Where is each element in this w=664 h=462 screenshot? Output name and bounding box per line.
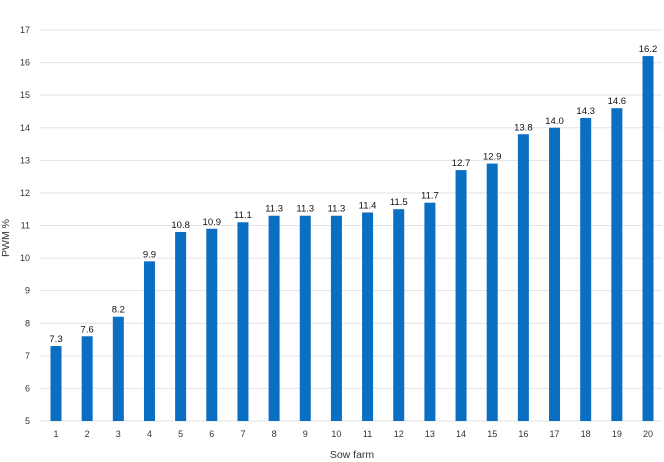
y-tick-label: 17: [20, 25, 30, 35]
y-tick-label: 15: [20, 90, 30, 100]
bar-16: [517, 134, 529, 421]
y-tick-label: 11: [21, 221, 30, 231]
y-axis-ticks: 5 6 7 8 9 10 11 12 13 14 15 16 17: [20, 25, 30, 426]
x-tick-label: 9: [303, 429, 308, 439]
data-label: 14.6: [608, 96, 627, 107]
y-tick-label: 14: [20, 123, 30, 133]
data-label: 10.9: [203, 217, 222, 228]
bar-5: [175, 232, 187, 421]
data-label: 12.9: [483, 152, 502, 163]
bar-13: [424, 202, 436, 421]
x-tick-label: 16: [518, 429, 528, 439]
bar-2: [81, 336, 93, 421]
x-axis-ticks: 1 2 3 4 5 6 7 8 9 10 11 12 13 14 15 16 17 18 19 20: [53, 429, 653, 439]
x-tick-label: 17: [550, 429, 560, 439]
bar-20: [642, 56, 654, 422]
data-label: 10.8: [171, 220, 190, 231]
x-tick-label: 18: [581, 429, 591, 439]
bar-18: [580, 117, 592, 421]
y-tick-label: 12: [20, 188, 30, 198]
bar-10: [330, 215, 342, 421]
data-label: 11.4: [359, 200, 377, 211]
data-label: 11.5: [390, 197, 408, 208]
data-label: 16.2: [639, 44, 658, 55]
x-tick-label: 5: [178, 429, 183, 439]
x-tick-label: 7: [240, 429, 245, 439]
bar-12: [393, 209, 405, 421]
x-tick-label: 3: [116, 429, 121, 439]
y-tick-label: 16: [20, 58, 30, 68]
x-tick-label: 6: [209, 429, 214, 439]
y-tick-label: 13: [20, 155, 30, 165]
bar-15: [486, 163, 498, 421]
x-tick-label: 11: [363, 429, 372, 439]
x-tick-label: 10: [331, 429, 341, 439]
x-tick-label: 4: [147, 429, 152, 439]
x-tick-label: 8: [272, 429, 277, 439]
bar-6: [206, 228, 218, 421]
data-label: 11.1: [234, 210, 252, 221]
bar-14: [455, 170, 467, 421]
data-label: 12.7: [452, 158, 471, 169]
data-label: 11.3: [265, 204, 283, 215]
data-label: 13.8: [514, 122, 533, 133]
x-tick-label: 15: [487, 429, 497, 439]
bar-19: [611, 108, 623, 421]
data-label: 11.3: [296, 204, 314, 215]
bar-7: [237, 222, 249, 421]
data-label: 9.9: [143, 249, 156, 260]
data-label: 11.3: [328, 204, 346, 215]
gridlines: [40, 29, 662, 422]
data-labels: 7.3 7.6 8.2 9.9 10.8 10.9 11.1 11.3 11.3 11.3 11.4…: [49, 44, 657, 345]
y-tick-label: 5: [25, 416, 30, 426]
y-axis-title: PWM %: [0, 219, 12, 257]
x-axis-title: Sow farm: [330, 449, 375, 461]
bar-3: [112, 316, 124, 421]
bar-17: [549, 127, 561, 421]
y-tick-label: 7: [25, 351, 30, 361]
data-label: 11.7: [421, 191, 439, 202]
y-tick-label: 10: [20, 253, 30, 263]
x-tick-label: 14: [456, 429, 466, 439]
bar-4: [143, 261, 155, 421]
x-tick-label: 19: [612, 429, 622, 439]
x-tick-label: 2: [85, 429, 90, 439]
x-tick-label: 13: [425, 429, 435, 439]
y-tick-label: 8: [25, 318, 30, 328]
bars: [50, 56, 654, 422]
bar-1: [50, 346, 62, 421]
x-tick-label: 20: [643, 429, 653, 439]
y-tick-label: 9: [25, 286, 30, 296]
data-label: 14.3: [576, 106, 595, 117]
x-tick-label: 12: [394, 429, 404, 439]
x-tick-label: 1: [53, 429, 58, 439]
data-label: 7.3: [49, 334, 62, 345]
bar-9: [299, 215, 311, 421]
data-label: 14.0: [545, 116, 564, 127]
bar-8: [268, 215, 280, 421]
data-label: 7.6: [81, 324, 94, 335]
bar-11: [362, 212, 374, 421]
y-tick-label: 6: [25, 383, 30, 393]
data-label: 8.2: [112, 305, 125, 316]
